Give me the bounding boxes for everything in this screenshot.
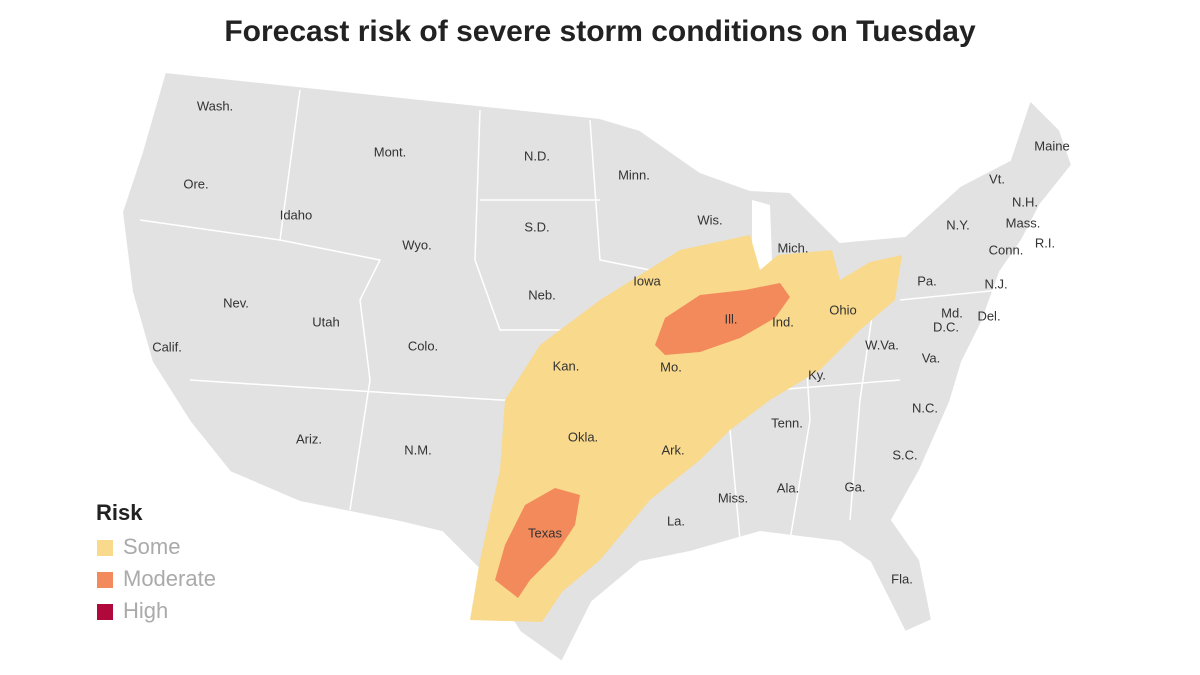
state-label: Texas xyxy=(528,525,562,540)
state-label: R.I. xyxy=(1035,235,1055,250)
state-label: Conn. xyxy=(989,242,1024,257)
state-label: Nev. xyxy=(223,295,249,310)
state-label: La. xyxy=(667,513,685,528)
state-label: Mich. xyxy=(777,240,808,255)
state-label: Wis. xyxy=(697,212,722,227)
state-label: Calif. xyxy=(152,339,182,354)
state-label: N.M. xyxy=(404,442,431,457)
risk-area-moderate xyxy=(655,283,790,355)
state-label: Va. xyxy=(922,350,941,365)
state-label: Neb. xyxy=(528,287,555,302)
risk-area-moderate xyxy=(495,488,580,598)
state-label: N.H. xyxy=(1012,194,1038,209)
state-label: Ark. xyxy=(661,442,684,457)
legend-title: Risk xyxy=(96,500,143,525)
state-label: Iowa xyxy=(633,273,661,288)
state-label: Mass. xyxy=(1006,215,1041,230)
state-label: Ill. xyxy=(725,311,738,326)
state-label: W.Va. xyxy=(865,337,899,352)
state-label: Idaho xyxy=(280,207,313,222)
state-label: Del. xyxy=(977,308,1000,323)
title: Forecast risk of severe storm conditions… xyxy=(224,15,976,48)
state-label: Kan. xyxy=(553,358,580,373)
state-label: Ohio xyxy=(829,302,856,317)
state-label: Ind. xyxy=(772,314,794,329)
state-label: Fla. xyxy=(891,571,913,586)
state-label: Ala. xyxy=(777,480,799,495)
risk-area-some xyxy=(470,235,902,622)
state-label: Wyo. xyxy=(402,237,432,252)
state-label: Ga. xyxy=(845,479,866,494)
state-label: Ore. xyxy=(183,176,208,191)
legend-swatch xyxy=(97,540,113,556)
state-label: Pa. xyxy=(917,273,937,288)
state-label: Md. xyxy=(941,305,963,320)
legend-swatch xyxy=(97,604,113,620)
state-label: Tenn. xyxy=(771,415,803,430)
state-label: Wash. xyxy=(197,98,233,113)
state-label: Colo. xyxy=(408,338,438,353)
state-label: Vt. xyxy=(989,171,1005,186)
state-label: S.D. xyxy=(524,219,549,234)
state-label: S.C. xyxy=(892,447,917,462)
state-label: N.C. xyxy=(912,400,938,415)
legend-swatch xyxy=(97,572,113,588)
state-label: Mo. xyxy=(660,359,682,374)
state-label: N.D. xyxy=(524,148,550,163)
legend-label: Moderate xyxy=(123,566,216,591)
state-label: Maine xyxy=(1034,138,1069,153)
state-label: Mont. xyxy=(374,144,407,159)
state-label: Minn. xyxy=(618,167,650,182)
state-label: D.C. xyxy=(933,319,959,334)
state-label: N.Y. xyxy=(946,217,970,232)
state-label: N.J. xyxy=(984,276,1007,291)
legend-label: High xyxy=(123,598,168,623)
state-label: Utah xyxy=(312,314,339,329)
state-label: Ariz. xyxy=(296,431,322,446)
state-label: Okla. xyxy=(568,429,598,444)
state-label: Miss. xyxy=(718,490,748,505)
state-label: Ky. xyxy=(808,367,826,382)
legend-label: Some xyxy=(123,534,180,559)
